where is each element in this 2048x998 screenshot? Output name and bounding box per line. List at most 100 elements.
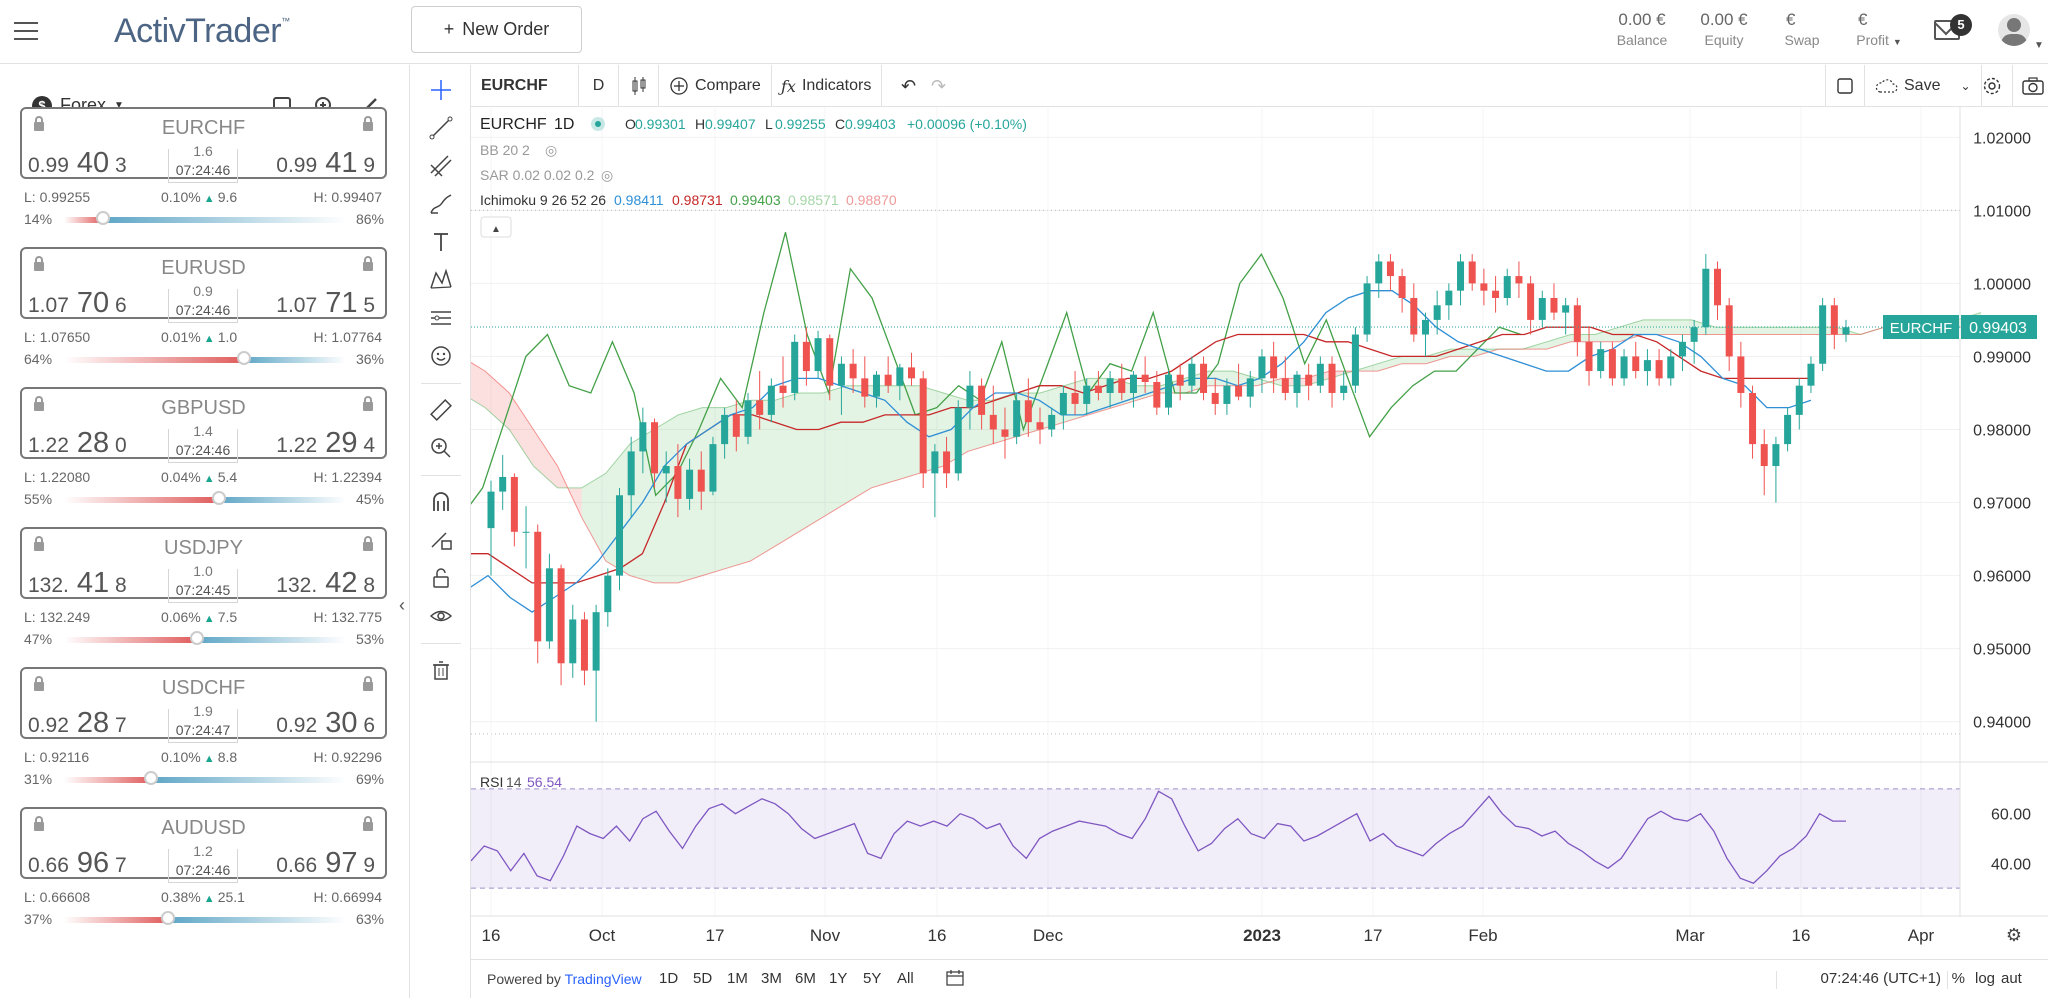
lock-icon[interactable]: [363, 256, 373, 271]
compare-button[interactable]: Compare: [659, 65, 772, 107]
chevron-left-icon[interactable]: ‹: [399, 595, 405, 615]
caret-down-icon[interactable]: ▼: [2034, 40, 2044, 51]
percent-toggle[interactable]: %: [1951, 970, 1965, 987]
zoom-in-icon[interactable]: [428, 435, 454, 461]
pair-card-usdjpy[interactable]: USDJPY 132. 41 8 132. 42 8 1.0 07:24:45: [20, 527, 387, 603]
legend-collapse-button[interactable]: [480, 216, 512, 238]
candle-body: [1655, 360, 1663, 379]
range-1m[interactable]: 1M: [727, 970, 748, 987]
lock-icon[interactable]: [34, 676, 44, 691]
lock-icon[interactable]: [363, 116, 373, 131]
menu-icon[interactable]: [14, 22, 38, 40]
ohlc-value: 0.99301: [635, 116, 686, 132]
caret-down-icon: ▼: [1892, 37, 1902, 47]
sell-price-button[interactable]: 1.07 70 6: [28, 287, 127, 319]
range-all[interactable]: All: [897, 970, 914, 987]
range-5y[interactable]: 5Y: [863, 970, 882, 987]
undo-icon[interactable]: ↶: [901, 75, 917, 96]
lock-icon[interactable]: [34, 256, 44, 271]
lock-icon[interactable]: [34, 536, 44, 551]
save-button[interactable]: Save ⌄: [1864, 65, 1982, 107]
range-1d[interactable]: 1D: [659, 970, 679, 987]
eye-hidden-icon[interactable]: ◎: [545, 142, 557, 158]
buy-fill: [168, 917, 346, 923]
settings-icon[interactable]: [1972, 65, 2013, 107]
lock-drawing-icon[interactable]: [428, 527, 454, 553]
buy-price-button[interactable]: 0.99 41 9: [276, 147, 375, 179]
sell-price-button[interactable]: 1.22 28 0: [28, 427, 127, 459]
price-tick: 0.96000: [1973, 569, 2031, 586]
fullscreen-icon[interactable]: [1825, 65, 1865, 107]
pattern-icon[interactable]: [428, 267, 454, 293]
sell-price-button[interactable]: 132. 41 8: [28, 567, 127, 599]
cloud-segment: [895, 385, 920, 481]
ruler-icon[interactable]: [428, 397, 454, 423]
pair-card-gbpusd[interactable]: GBPUSD 1.22 28 0 1.22 29 4 1.4 07:24:46: [20, 387, 387, 463]
redo-icon[interactable]: ↷: [931, 75, 947, 96]
brush-icon[interactable]: [428, 191, 454, 217]
lock-icon[interactable]: [34, 116, 44, 131]
sell-price-button[interactable]: 0.92 28 7: [28, 707, 127, 739]
candle-body: [639, 422, 647, 452]
range-5d[interactable]: 5D: [693, 970, 713, 987]
trash-icon[interactable]: [428, 657, 454, 683]
log-toggle[interactable]: log: [1975, 970, 1996, 987]
sell-price-button[interactable]: 0.66 96 7: [28, 847, 127, 879]
range-1y[interactable]: 1Y: [829, 970, 848, 987]
new-order-button[interactable]: + New Order: [411, 6, 582, 53]
eye-icon[interactable]: [428, 603, 454, 629]
pair-card-audusd[interactable]: AUDUSD 0.66 96 7 0.66 97 9 1.2 07:24:46: [20, 807, 387, 883]
pair-card-eurusd[interactable]: EURUSD 1.07 70 6 1.07 71 5 0.9 07:24:46: [20, 247, 387, 323]
buy-price-button[interactable]: 1.07 71 5: [276, 287, 375, 319]
interval-button[interactable]: D: [579, 65, 619, 107]
tradingview-link[interactable]: TradingView: [564, 971, 642, 987]
lock-icon[interactable]: [363, 536, 373, 551]
buy-percent: 36%: [355, 351, 384, 367]
range-6m[interactable]: 6M: [795, 970, 816, 987]
buy-percent: 53%: [355, 631, 384, 647]
gear-icon[interactable]: ⚙: [2006, 925, 2022, 945]
avatar[interactable]: [1998, 14, 2030, 46]
buy-price-button[interactable]: 132. 42 8: [276, 567, 375, 599]
candle-body: [756, 400, 764, 415]
symbol-search[interactable]: EURCHF: [471, 65, 579, 107]
prediction-icon[interactable]: [428, 305, 454, 331]
profit-metric[interactable]: € Profit ▼: [1856, 10, 1902, 48]
range-3m[interactable]: 3M: [761, 970, 782, 987]
trend-line-icon[interactable]: [428, 115, 454, 141]
crosshair-icon[interactable]: [428, 77, 454, 103]
camera-icon[interactable]: [2012, 65, 2048, 107]
daily-high: H: 132.775: [313, 609, 383, 625]
buy-price-button[interactable]: 1.22 29 4: [276, 427, 375, 459]
candle-body: [1048, 414, 1056, 430]
lock-icon[interactable]: [34, 396, 44, 411]
magnet-icon[interactable]: [428, 489, 454, 515]
lock-icon[interactable]: [363, 676, 373, 691]
candle-body: [1538, 297, 1546, 320]
sentiment-track: [64, 351, 346, 365]
buy-price-button[interactable]: 0.66 97 9: [276, 847, 375, 879]
buy-price-button[interactable]: 0.92 30 6: [276, 707, 375, 739]
eye-hidden-icon[interactable]: ◎: [601, 167, 613, 183]
lock-icon[interactable]: [34, 816, 44, 831]
candle-body: [919, 378, 927, 474]
text-icon[interactable]: [428, 229, 454, 255]
candle-body: [580, 619, 588, 671]
unlock-icon[interactable]: [428, 565, 454, 591]
auto-toggle[interactable]: aut: [2001, 970, 2022, 987]
candles-icon[interactable]: [619, 65, 659, 107]
candle-body: [1784, 414, 1792, 445]
calendar-icon[interactable]: [945, 968, 965, 992]
lock-icon[interactable]: [363, 396, 373, 411]
daily-high: H: 0.66994: [313, 889, 383, 905]
pair-card-eurchf[interactable]: EURCHF 0.99 40 3 0.99 41 9 1.6 07:24:46: [20, 107, 387, 183]
spread-value: 0.9: [193, 283, 213, 299]
indicators-button[interactable]: ƒx Indicators: [771, 65, 883, 107]
pitchfork-icon[interactable]: [428, 153, 454, 179]
sell-price-button[interactable]: 0.99 40 3: [28, 147, 127, 179]
price-chart[interactable]: 60.00 40.00 1.02000 1.01000 1.00000 0.99000 0…: [471, 107, 2048, 959]
lock-icon[interactable]: [363, 816, 373, 831]
pair-card-usdchf[interactable]: USDCHF 0.92 28 7 0.92 30 6 1.9 07:24:47: [20, 667, 387, 743]
emoji-icon[interactable]: [428, 343, 454, 369]
cloud-segment: [471, 362, 486, 408]
